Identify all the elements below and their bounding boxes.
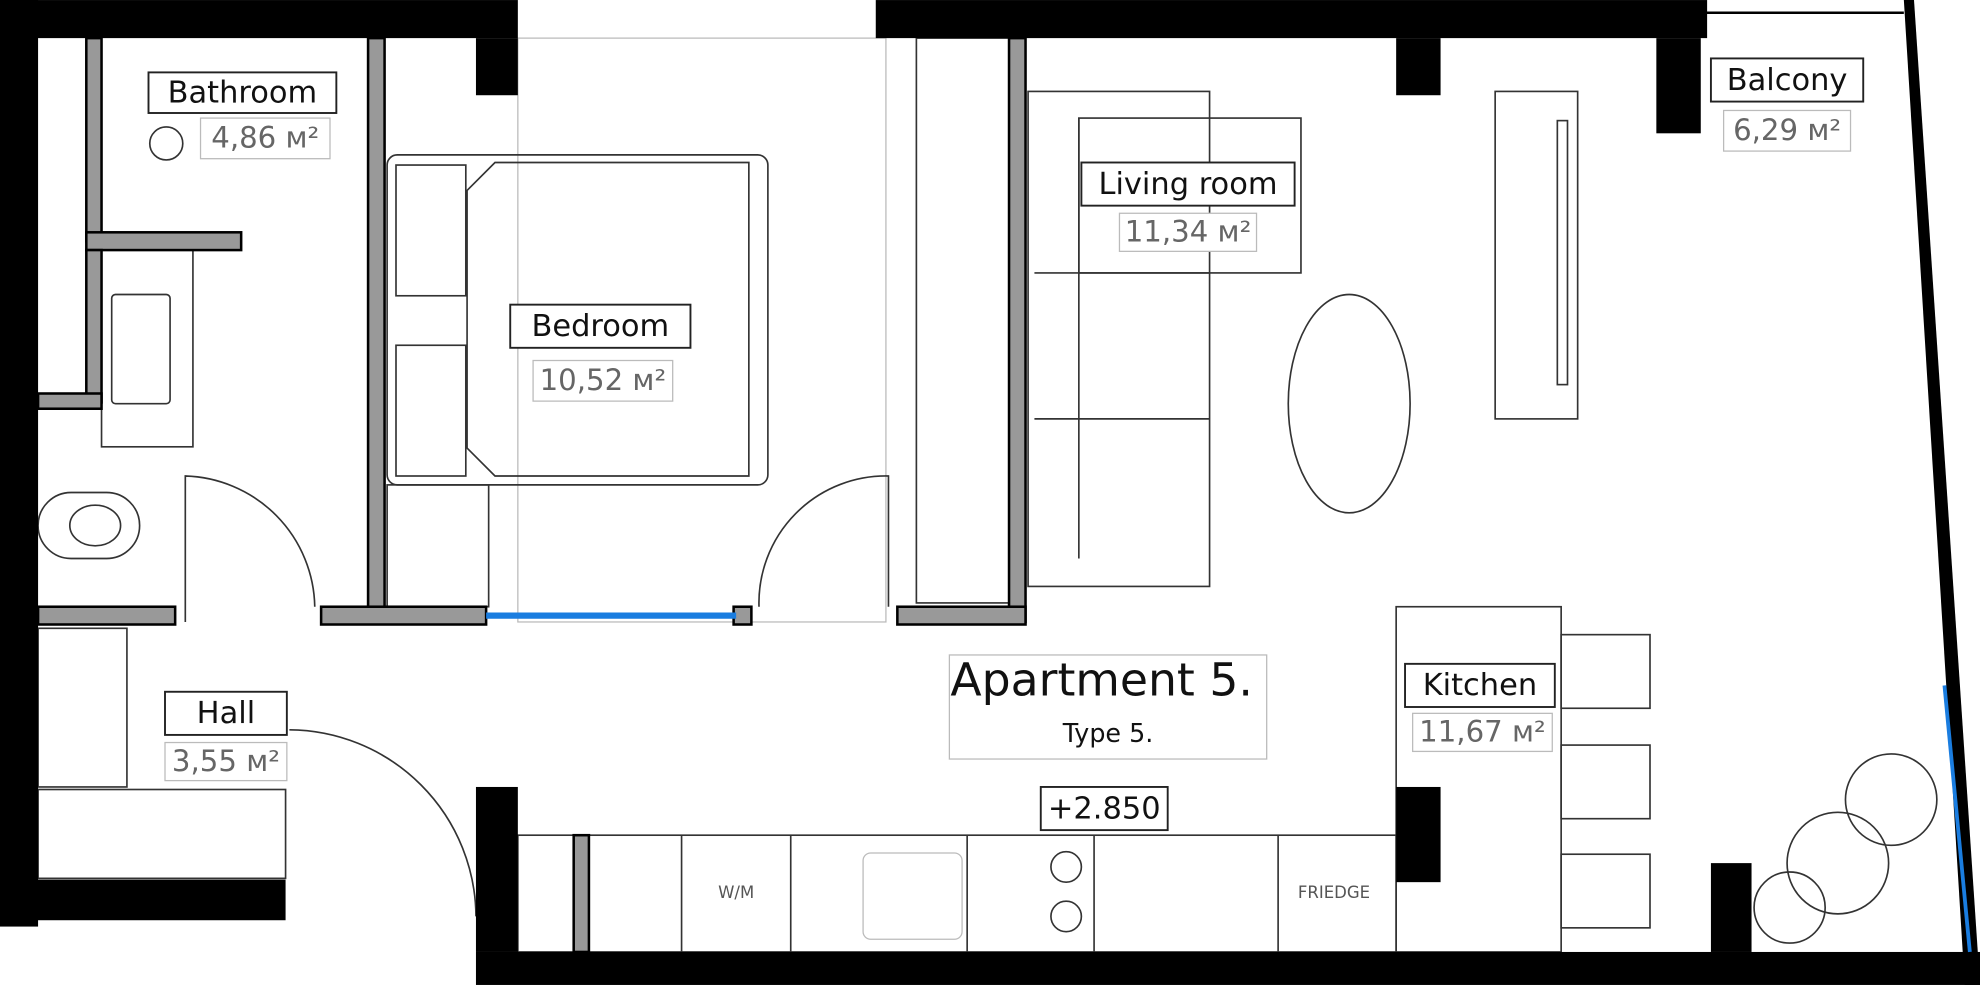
room-name: Kitchen [1423,668,1537,703]
toilet [37,491,141,560]
room-name: Hall [197,696,255,731]
room-area: 6,29 м² [1733,113,1841,147]
burner [1050,900,1083,933]
room-name: Bedroom [531,309,669,344]
bed [386,154,769,486]
tv-stand [1494,90,1579,420]
nightstand [386,484,490,608]
plant [1786,811,1890,915]
plant [1844,753,1938,847]
stool [1560,853,1651,929]
room-area: 11,67 м² [1419,715,1546,749]
vanity [100,249,194,448]
room-area: 11,34 м² [1125,215,1252,249]
shower [148,126,184,161]
room-area: 3,55 м² [172,744,280,778]
labels: Bathroom 4,86 м² Bedroom 10,52 м² Living… [147,57,1865,902]
kitchen-sink [862,852,963,940]
wardrobe [37,788,287,880]
room-name: Bathroom [168,75,318,110]
shoe-rack [37,627,128,788]
sink [110,293,171,405]
apartment-title: Apartment 5. [950,653,1253,706]
door [184,475,316,622]
tv [1556,119,1569,386]
furniture [37,37,1938,953]
stool [1560,633,1651,710]
elevation: +2.850 [1048,791,1161,826]
appliance-label: W/M [718,883,754,902]
bar-counter [1395,605,1562,953]
pillow [395,344,467,477]
room-name: Living room [1098,167,1277,202]
wardrobe [915,37,1010,604]
room-name: Balcony [1727,63,1848,98]
table [1287,293,1411,514]
burner [1050,850,1083,883]
apartment-type: Type 5. [1062,718,1154,748]
pillow [395,164,467,297]
blanket [466,161,750,477]
sofa [1027,90,1211,588]
door [289,729,477,917]
room-area: 10,52 м² [540,363,667,397]
stool [1560,744,1651,820]
door [758,475,890,607]
appliance-label: FRIEDGE [1298,883,1370,902]
room-area: 4,86 м² [211,121,319,155]
plant [1753,871,1826,944]
